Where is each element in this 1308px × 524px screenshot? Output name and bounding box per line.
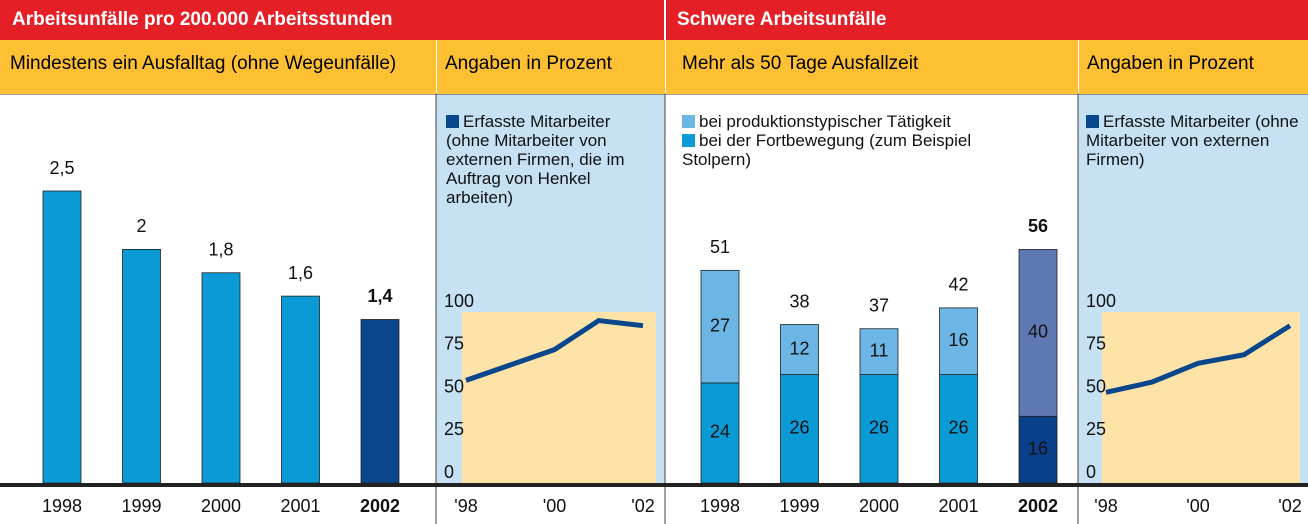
- legend-text: bei produktionstypischer Tätigkeit: [699, 112, 951, 131]
- x-tick-label: '02: [631, 496, 654, 516]
- total-label: 56: [1028, 216, 1048, 236]
- x-tick-label: 2001: [280, 496, 320, 516]
- x-tick-label: '00: [543, 496, 566, 516]
- x-tick-label: '00: [1186, 496, 1209, 516]
- y-tick-label: 25: [1086, 419, 1106, 439]
- x-tick-label: 2002: [1018, 496, 1058, 516]
- legend-swatch: [682, 115, 695, 128]
- segment-label: 16: [1028, 438, 1048, 458]
- segment-label: 11: [870, 340, 889, 360]
- x-tick-label: 1999: [779, 496, 819, 516]
- x-tick-label: 2002: [360, 496, 400, 516]
- legend-text: bei der Fortbewegung (zum Bei­spiel Stol…: [682, 131, 972, 169]
- x-tick-label: 1998: [700, 496, 740, 516]
- x-tick-label: '98: [1094, 496, 1117, 516]
- y-tick-label: 75: [1086, 334, 1106, 354]
- x-tick-label: 1999: [121, 496, 161, 516]
- bar-segment: [700, 269, 740, 384]
- legend: Erfasste Mitarbeiter (ohne Mitarbeiter v…: [1086, 112, 1306, 169]
- bar: [42, 190, 82, 484]
- y-tick-label: 50: [444, 376, 464, 396]
- segment-label: 26: [789, 418, 809, 438]
- total-label: 37: [869, 295, 889, 315]
- value-label: 2,5: [49, 158, 74, 178]
- x-tick-label: '98: [454, 496, 477, 516]
- value-label: 1,4: [367, 286, 392, 306]
- subtitle: Angaben in Prozent: [1079, 40, 1308, 94]
- legend-swatch: [682, 134, 695, 147]
- y-tick-label: 100: [1086, 291, 1116, 311]
- x-tick-label: '02: [1278, 496, 1301, 516]
- segment-label: 16: [948, 330, 968, 350]
- legend-text: Erfasste Mitarbeiter (ohne Mitarbeiter v…: [446, 112, 625, 207]
- value-label: 2: [136, 216, 146, 236]
- y-tick-label: 25: [444, 419, 464, 439]
- bar: [360, 319, 400, 484]
- value-label: 1,6: [288, 263, 313, 283]
- legend: Erfasste Mitarbeiter (ohne Mitarbeiter v…: [446, 112, 656, 207]
- total-label: 51: [710, 237, 730, 257]
- bar-segment: [939, 307, 978, 375]
- header-bar: [0, 0, 1308, 40]
- value-label: 1,8: [208, 240, 233, 260]
- x-tick-label: 1998: [42, 496, 82, 516]
- subtitle: Mehr als 50 Tage Ausfallzeit: [666, 40, 1078, 94]
- title: Arbeitsunfälle pro 200.000 Arbeitsstunde…: [12, 9, 393, 30]
- segment-label: 24: [710, 422, 730, 442]
- x-tick-label: 2000: [201, 496, 241, 516]
- x-tick-label: 2001: [938, 496, 978, 516]
- y-tick-label: 0: [1086, 462, 1096, 482]
- total-label: 38: [789, 291, 809, 311]
- title: Schwere Arbeitsunfälle: [677, 9, 887, 30]
- segment-label: 26: [948, 418, 968, 438]
- x-tick-label: 2000: [859, 496, 899, 516]
- segment-label: 12: [789, 338, 809, 358]
- total-label: 42: [948, 275, 968, 295]
- y-tick-label: 0: [444, 462, 454, 482]
- segment-label: 27: [710, 315, 730, 335]
- segment-label: 26: [869, 418, 889, 438]
- plot-bg: [462, 312, 656, 483]
- bar-segment: [1018, 249, 1058, 417]
- legend-swatch: [1086, 115, 1099, 128]
- line: [1105, 323, 1292, 395]
- subtitle: Angaben in Prozent: [437, 40, 665, 94]
- bar-segment: [859, 374, 899, 484]
- legend-text: Erfasste Mitarbeiter (ohne Mitarbeiter v…: [1086, 112, 1299, 169]
- bar-segment: [780, 374, 819, 484]
- bar-segment: [780, 324, 819, 375]
- bar-segment: [859, 328, 899, 375]
- y-tick-label: 75: [444, 334, 464, 354]
- segment-label: 40: [1028, 322, 1048, 342]
- legend: bei produktionstypischer Tätigkeit bei d…: [682, 112, 1032, 169]
- y-tick-label: 50: [1086, 376, 1106, 396]
- baseline: [0, 483, 1308, 487]
- bar: [281, 295, 320, 484]
- legend-item: bei produktionstypischer Tätigkeit: [682, 112, 1032, 131]
- legend-item: bei der Fortbewegung (zum Bei­spiel Stol…: [682, 131, 1002, 169]
- bar-segment: [700, 382, 740, 484]
- bar: [201, 272, 241, 484]
- line: [465, 318, 644, 383]
- y-tick-label: 100: [444, 291, 474, 311]
- bar: [122, 248, 161, 484]
- subtitle: Mindestens ein Ausfalltag (ohne Wegeunfä…: [0, 40, 436, 94]
- legend-swatch: [446, 115, 459, 128]
